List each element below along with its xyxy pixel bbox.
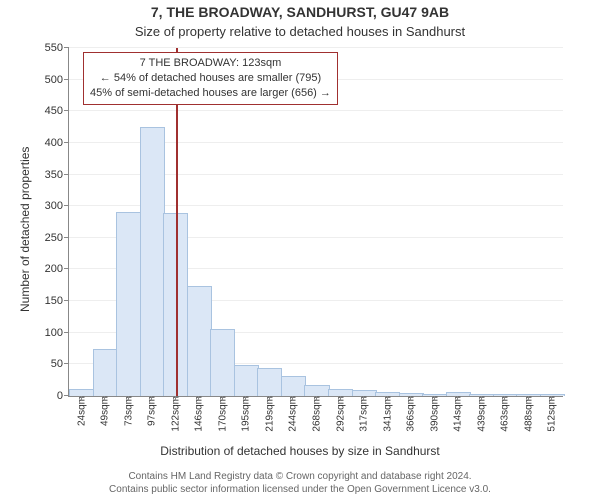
x-tick bbox=[292, 396, 293, 401]
page-subtitle: Size of property relative to detached ho… bbox=[0, 24, 600, 39]
x-tick bbox=[128, 396, 129, 401]
gridline bbox=[69, 110, 563, 111]
y-tick-label: 50 bbox=[51, 358, 69, 370]
x-tick bbox=[551, 396, 552, 401]
x-tick bbox=[387, 396, 388, 401]
x-tick-label: 244sqm bbox=[286, 396, 299, 432]
histogram-bar bbox=[210, 329, 235, 396]
x-tick bbox=[340, 396, 341, 401]
y-tick-label: 150 bbox=[45, 295, 69, 307]
property-info-box: 7 THE BROADWAY: 123sqm← 54% of detached … bbox=[83, 52, 338, 105]
y-tick-label: 450 bbox=[45, 105, 69, 117]
x-tick-label: 341sqm bbox=[380, 396, 393, 432]
x-tick bbox=[245, 396, 246, 401]
y-tick-label: 500 bbox=[45, 74, 69, 86]
info-box-line-1: 7 THE BROADWAY: 123sqm bbox=[90, 56, 331, 71]
credits-line-2: Contains public sector information licen… bbox=[0, 483, 600, 496]
y-tick-label: 300 bbox=[45, 200, 69, 212]
y-tick-label: 0 bbox=[57, 390, 69, 402]
x-tick-label: 414sqm bbox=[451, 396, 464, 432]
x-tick-label: 195sqm bbox=[239, 396, 252, 432]
x-tick-label: 122sqm bbox=[168, 396, 181, 432]
x-tick bbox=[434, 396, 435, 401]
histogram-bar bbox=[116, 212, 141, 396]
x-tick-label: 512sqm bbox=[545, 396, 558, 432]
histogram-bar bbox=[140, 127, 165, 396]
histogram-bar bbox=[257, 368, 282, 396]
histogram-bar bbox=[281, 376, 306, 396]
x-tick-label: 146sqm bbox=[192, 396, 205, 432]
x-tick bbox=[316, 396, 317, 401]
histogram-bar bbox=[234, 365, 259, 396]
x-tick-label: 390sqm bbox=[427, 396, 440, 432]
y-tick-label: 550 bbox=[45, 42, 69, 54]
x-tick bbox=[528, 396, 529, 401]
histogram-bar bbox=[304, 385, 329, 396]
x-tick bbox=[457, 396, 458, 401]
x-tick bbox=[151, 396, 152, 401]
x-tick-label: 268sqm bbox=[310, 396, 323, 432]
x-tick-label: 488sqm bbox=[521, 396, 534, 432]
credits: Contains HM Land Registry data © Crown c… bbox=[0, 470, 600, 496]
x-tick bbox=[198, 396, 199, 401]
x-tick bbox=[222, 396, 223, 401]
x-axis-label: Distribution of detached houses by size … bbox=[0, 444, 600, 458]
x-tick-label: 170sqm bbox=[215, 396, 228, 432]
x-tick-label: 463sqm bbox=[498, 396, 511, 432]
y-tick-label: 350 bbox=[45, 169, 69, 181]
credits-line-1: Contains HM Land Registry data © Crown c… bbox=[0, 470, 600, 483]
x-tick bbox=[104, 396, 105, 401]
x-tick bbox=[481, 396, 482, 401]
x-tick bbox=[175, 396, 176, 401]
x-tick bbox=[410, 396, 411, 401]
gridline bbox=[69, 47, 563, 48]
x-tick bbox=[363, 396, 364, 401]
y-tick-label: 200 bbox=[45, 263, 69, 275]
y-axis-label: Number of detached properties bbox=[18, 147, 32, 312]
histogram-plot: 05010015020025030035040045050055024sqm49… bbox=[68, 48, 563, 397]
x-tick-label: 366sqm bbox=[404, 396, 417, 432]
x-tick bbox=[504, 396, 505, 401]
x-tick-label: 219sqm bbox=[262, 396, 275, 432]
histogram-bar bbox=[69, 389, 94, 396]
info-box-line-3: 45% of semi-detached houses are larger (… bbox=[90, 86, 331, 101]
x-tick-label: 439sqm bbox=[474, 396, 487, 432]
x-tick-label: 317sqm bbox=[357, 396, 370, 432]
y-tick-label: 250 bbox=[45, 232, 69, 244]
x-tick-label: 292sqm bbox=[333, 396, 346, 432]
y-tick-label: 100 bbox=[45, 327, 69, 339]
y-tick-label: 400 bbox=[45, 137, 69, 149]
page-title: 7, THE BROADWAY, SANDHURST, GU47 9AB bbox=[0, 4, 600, 20]
x-tick bbox=[81, 396, 82, 401]
histogram-bar bbox=[328, 389, 353, 396]
histogram-bar bbox=[187, 286, 212, 396]
histogram-bar bbox=[93, 349, 118, 396]
x-tick bbox=[269, 396, 270, 401]
info-box-line-2: ← 54% of detached houses are smaller (79… bbox=[90, 71, 331, 86]
